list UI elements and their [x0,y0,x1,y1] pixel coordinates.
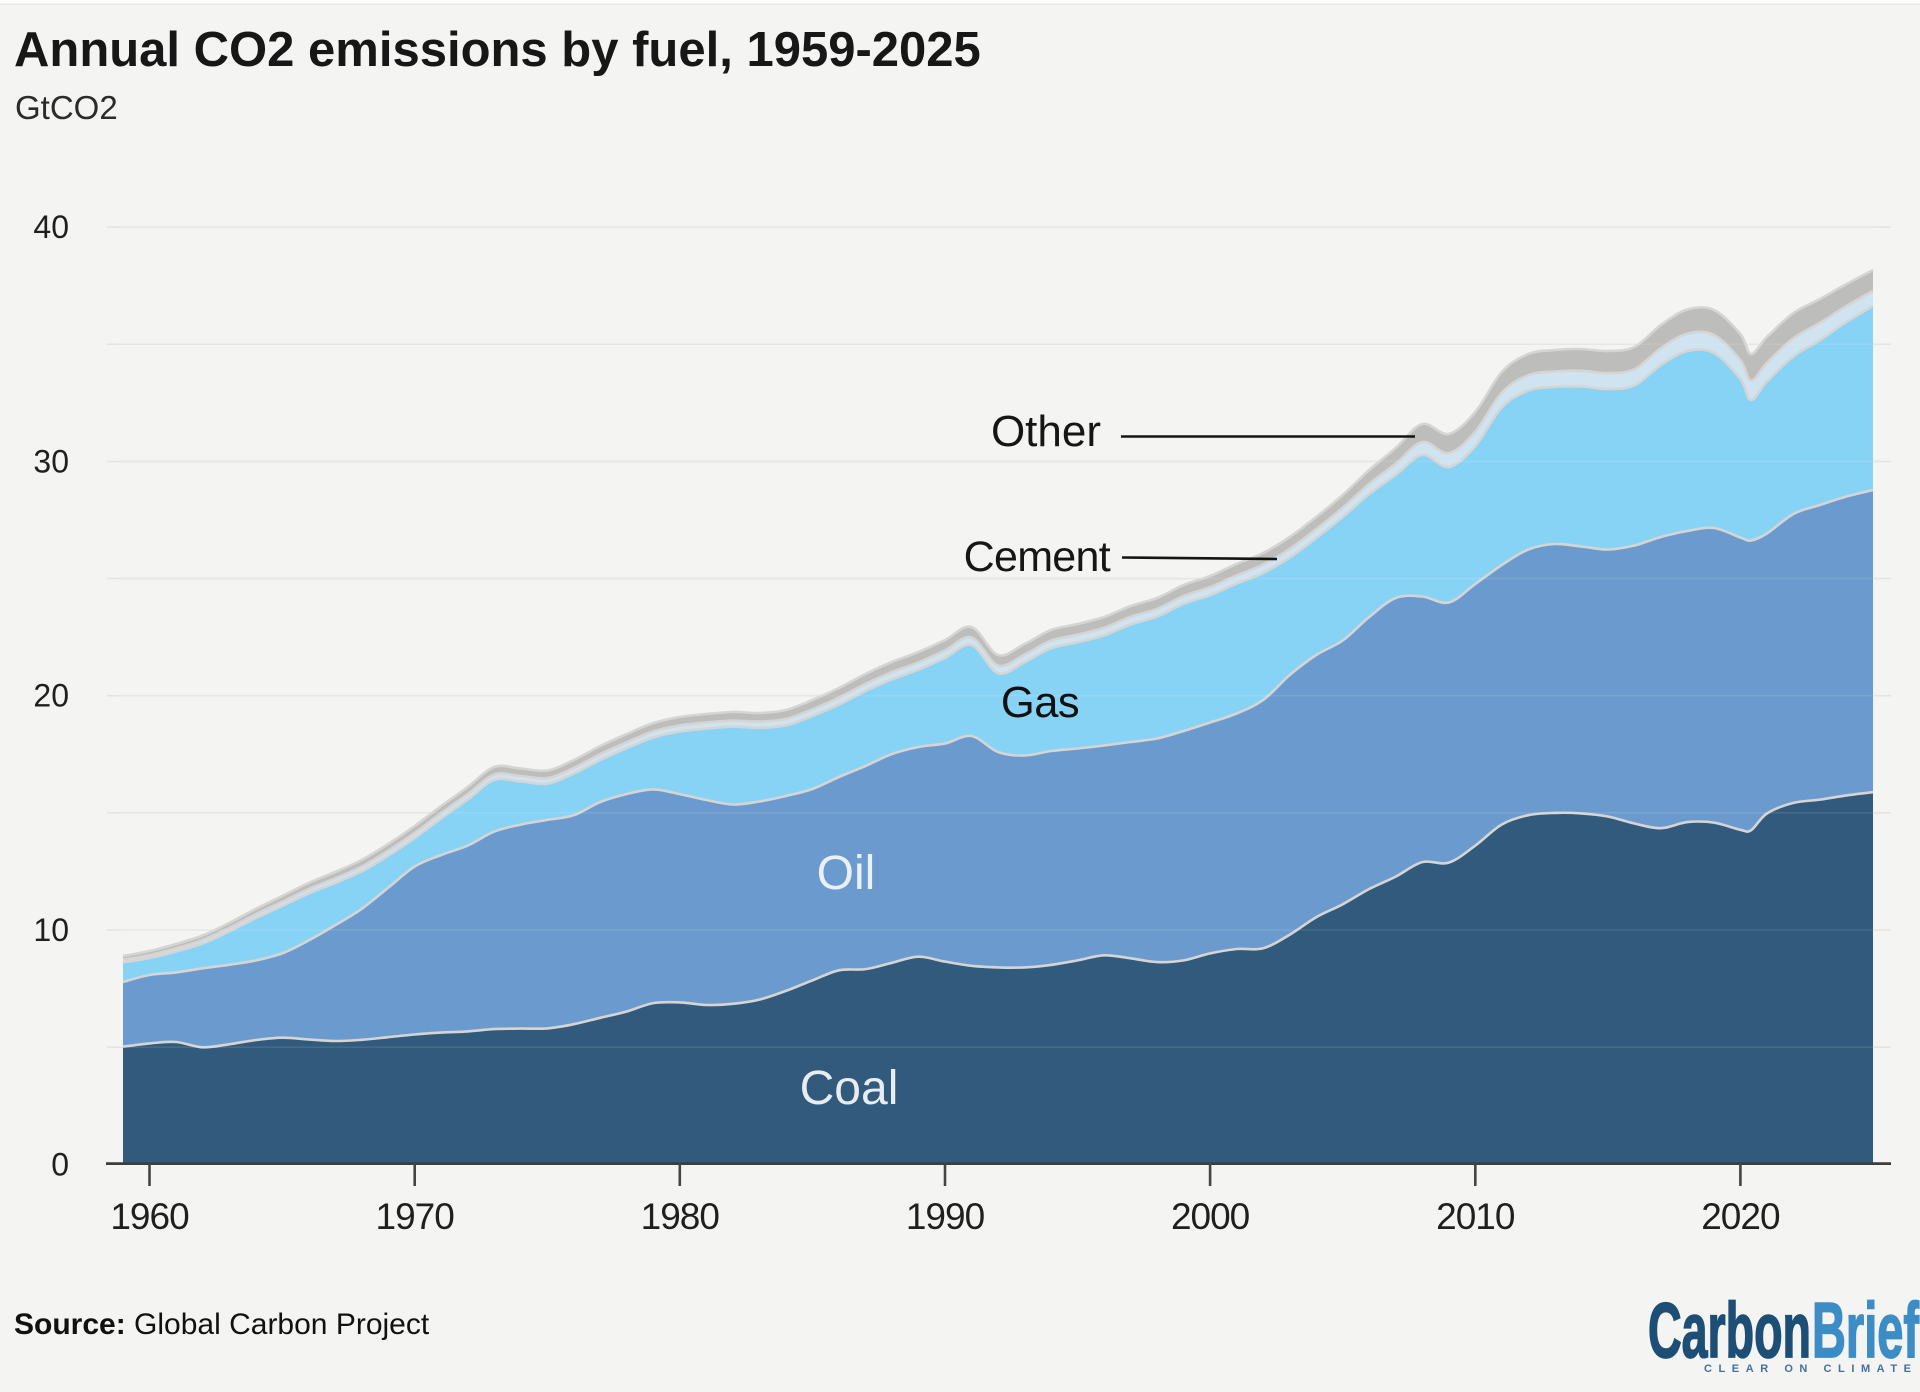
svg-text:CLEAR ON CLIMATE: CLEAR ON CLIMATE [1704,1363,1917,1375]
svg-text:Source: Global Carbon Project: Source: Global Carbon Project [14,1308,430,1341]
svg-text:Brief: Brief [1812,1286,1920,1374]
svg-text:Oil: Oil [817,847,876,900]
svg-text:1990: 1990 [906,1196,985,1237]
svg-text:10: 10 [33,912,69,948]
svg-text:GtCO2: GtCO2 [15,89,118,126]
svg-text:Cement: Cement [964,533,1111,581]
svg-text:2000: 2000 [1171,1196,1250,1237]
svg-text:20: 20 [33,678,69,714]
svg-text:Gas: Gas [1001,679,1079,727]
svg-text:1960: 1960 [110,1196,189,1237]
svg-text:2010: 2010 [1436,1196,1515,1237]
svg-text:Carbon: Carbon [1648,1286,1811,1374]
svg-text:0: 0 [51,1146,69,1182]
svg-text:1980: 1980 [641,1196,720,1237]
svg-text:Annual CO2 emissions by fuel,: Annual CO2 emissions by fuel, 1959-2025 [14,23,981,77]
svg-text:1970: 1970 [376,1196,455,1237]
svg-text:Other: Other [991,407,1101,456]
svg-text:2020: 2020 [1701,1196,1780,1237]
svg-text:30: 30 [33,443,69,479]
svg-text:40: 40 [33,209,69,245]
svg-text:Coal: Coal [800,1062,899,1115]
